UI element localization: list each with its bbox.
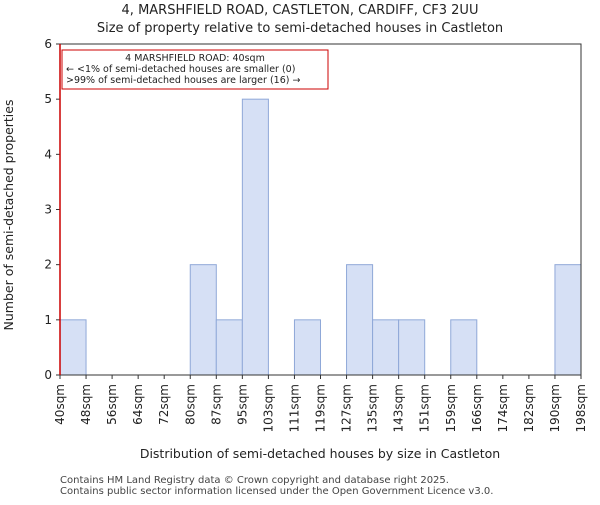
- x-tick-label: 151sqm: [418, 384, 432, 432]
- y-tick-label: 4: [44, 147, 52, 161]
- x-tick-label: 40sqm: [53, 384, 67, 425]
- x-tick-label: 48sqm: [79, 384, 93, 425]
- x-tick-label: 143sqm: [392, 384, 406, 432]
- annotation-line-1: 4 MARSHFIELD ROAD: 40sqm: [125, 53, 265, 64]
- x-tick-label: 72sqm: [157, 384, 171, 425]
- x-tick-label: 190sqm: [548, 384, 562, 432]
- y-axis-ticks: 0 1 2 3 4 5 6: [44, 37, 60, 382]
- y-tick-label: 6: [44, 37, 52, 51]
- footer-line-1: Contains HM Land Registry data © Crown c…: [60, 475, 449, 486]
- histogram-bar: [372, 319, 400, 376]
- chart-title: 4, MARSHFIELD ROAD, CASTLETON, CARDIFF, …: [122, 3, 479, 18]
- x-tick-label: 95sqm: [235, 384, 249, 425]
- x-tick-label: 119sqm: [314, 384, 328, 432]
- annotation-box: 4 MARSHFIELD ROAD: 40sqm ← <1% of semi-d…: [61, 49, 329, 90]
- x-tick-label: 103sqm: [261, 384, 275, 432]
- y-axis-label: Number of semi-detached properties: [1, 100, 16, 331]
- histogram-bar: [189, 264, 217, 376]
- histogram-bar: [450, 319, 478, 376]
- histogram-bar: [554, 264, 582, 376]
- y-tick-label: 0: [44, 368, 52, 382]
- footer-line-2: Contains public sector information licen…: [60, 486, 493, 497]
- x-axis-ticks: 40sqm 48sqm 56sqm 64sqm 72sqm 80sqm 87sqm 95sqm…: [53, 375, 588, 432]
- x-tick-label: 166sqm: [470, 384, 484, 432]
- y-tick-label: 2: [44, 258, 52, 272]
- x-tick-label: 182sqm: [522, 384, 536, 432]
- x-axis-label: Distribution of semi-detached houses by …: [140, 446, 500, 461]
- y-tick-label: 5: [44, 92, 52, 106]
- x-tick-label: 127sqm: [340, 384, 354, 432]
- annotation-frame: [61, 49, 329, 90]
- histogram-bar: [346, 264, 374, 376]
- y-tick-label: 3: [44, 203, 52, 217]
- x-tick-label: 64sqm: [131, 384, 145, 425]
- x-tick-label: 111sqm: [287, 384, 301, 432]
- histogram-bar: [241, 98, 269, 376]
- x-tick-label: 56sqm: [105, 384, 119, 425]
- x-tick-label: 198sqm: [574, 384, 588, 432]
- x-tick-label: 80sqm: [183, 384, 197, 425]
- y-tick-label: 1: [44, 313, 52, 327]
- bars-group: [59, 98, 582, 376]
- x-tick-label: 87sqm: [209, 384, 223, 425]
- x-tick-label: 174sqm: [496, 384, 510, 432]
- histogram-bar: [215, 319, 243, 376]
- histogram-bar: [59, 319, 87, 376]
- annotation-line-3: >99% of semi-detached houses are larger …: [66, 75, 300, 86]
- histogram-bar: [398, 319, 426, 376]
- chart-subtitle: Size of property relative to semi-detach…: [97, 21, 503, 36]
- x-tick-label: 135sqm: [366, 384, 380, 432]
- x-tick-label: 159sqm: [444, 384, 458, 432]
- histogram-bar: [293, 319, 322, 376]
- annotation-line-2: ← <1% of semi-detached houses are smalle…: [66, 64, 295, 75]
